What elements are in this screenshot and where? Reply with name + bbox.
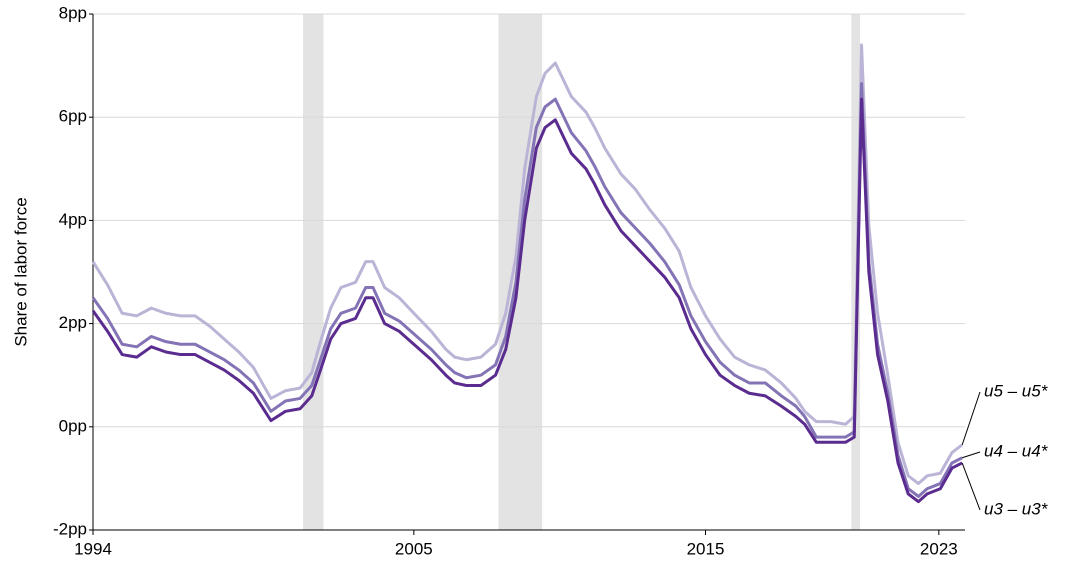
label-leader: [961, 462, 981, 511]
y-axis-label: Share of labor force: [11, 197, 30, 346]
y-tick-label: 0pp: [59, 416, 87, 435]
y-tick-label: -2pp: [53, 519, 87, 538]
x-tick-label: 2015: [687, 539, 725, 558]
series-line: [91, 43, 964, 486]
x-tick-label: 2005: [395, 539, 433, 558]
y-tick-label: 2pp: [59, 313, 87, 332]
label-leader: [962, 451, 981, 459]
y-tick-label: 6pp: [59, 107, 87, 126]
x-tick-label: 2023: [920, 539, 958, 558]
series-line: [91, 97, 963, 504]
series-label: u5 – u5*: [984, 381, 1049, 400]
x-tick-label: 1994: [74, 539, 112, 558]
series-line: [91, 82, 963, 498]
label-leader: [961, 391, 981, 446]
y-tick-label: 8pp: [59, 3, 87, 22]
recession-band: [303, 14, 324, 530]
y-tick-label: 4pp: [59, 210, 87, 229]
series-label: u3 – u3*: [984, 499, 1049, 518]
series-label: u4 – u4*: [984, 441, 1049, 460]
